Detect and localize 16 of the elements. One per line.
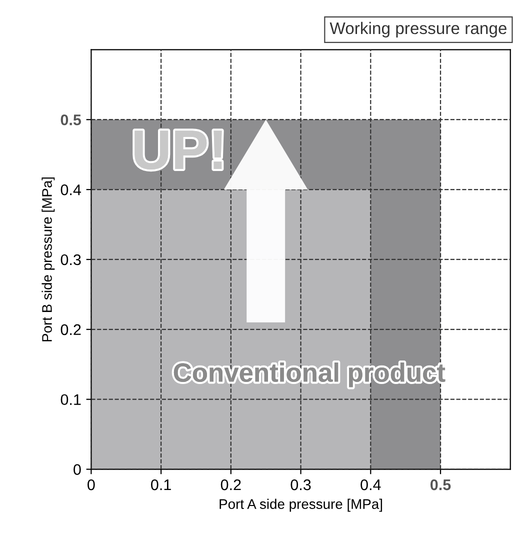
y-tick-label: 0.1 <box>60 394 81 406</box>
annotation: UP! <box>134 130 222 170</box>
y-tick-label: 0.2 <box>60 324 81 336</box>
y-tick-label: 0.3 <box>60 254 81 266</box>
chart-title: Working pressure range <box>330 22 507 38</box>
x-tick-label: 0.2 <box>220 479 241 490</box>
y-tick-label: 0 <box>74 464 81 475</box>
x-tick-label: 0.1 <box>151 479 171 490</box>
x-tick-label: 0.3 <box>290 479 311 490</box>
x-tick-label: 0.5 <box>430 479 451 490</box>
x-axis-title: Port A side pressure [MPa] <box>220 498 382 512</box>
y-tick-label: 0.4 <box>60 184 82 196</box>
x-tick-label: 0.4 <box>360 479 381 490</box>
x-tick-label: 0 <box>88 479 95 490</box>
y-tick-label: 0.5 <box>60 114 82 126</box>
y-axis-title: Port B side pressure [MPa] <box>42 177 55 342</box>
